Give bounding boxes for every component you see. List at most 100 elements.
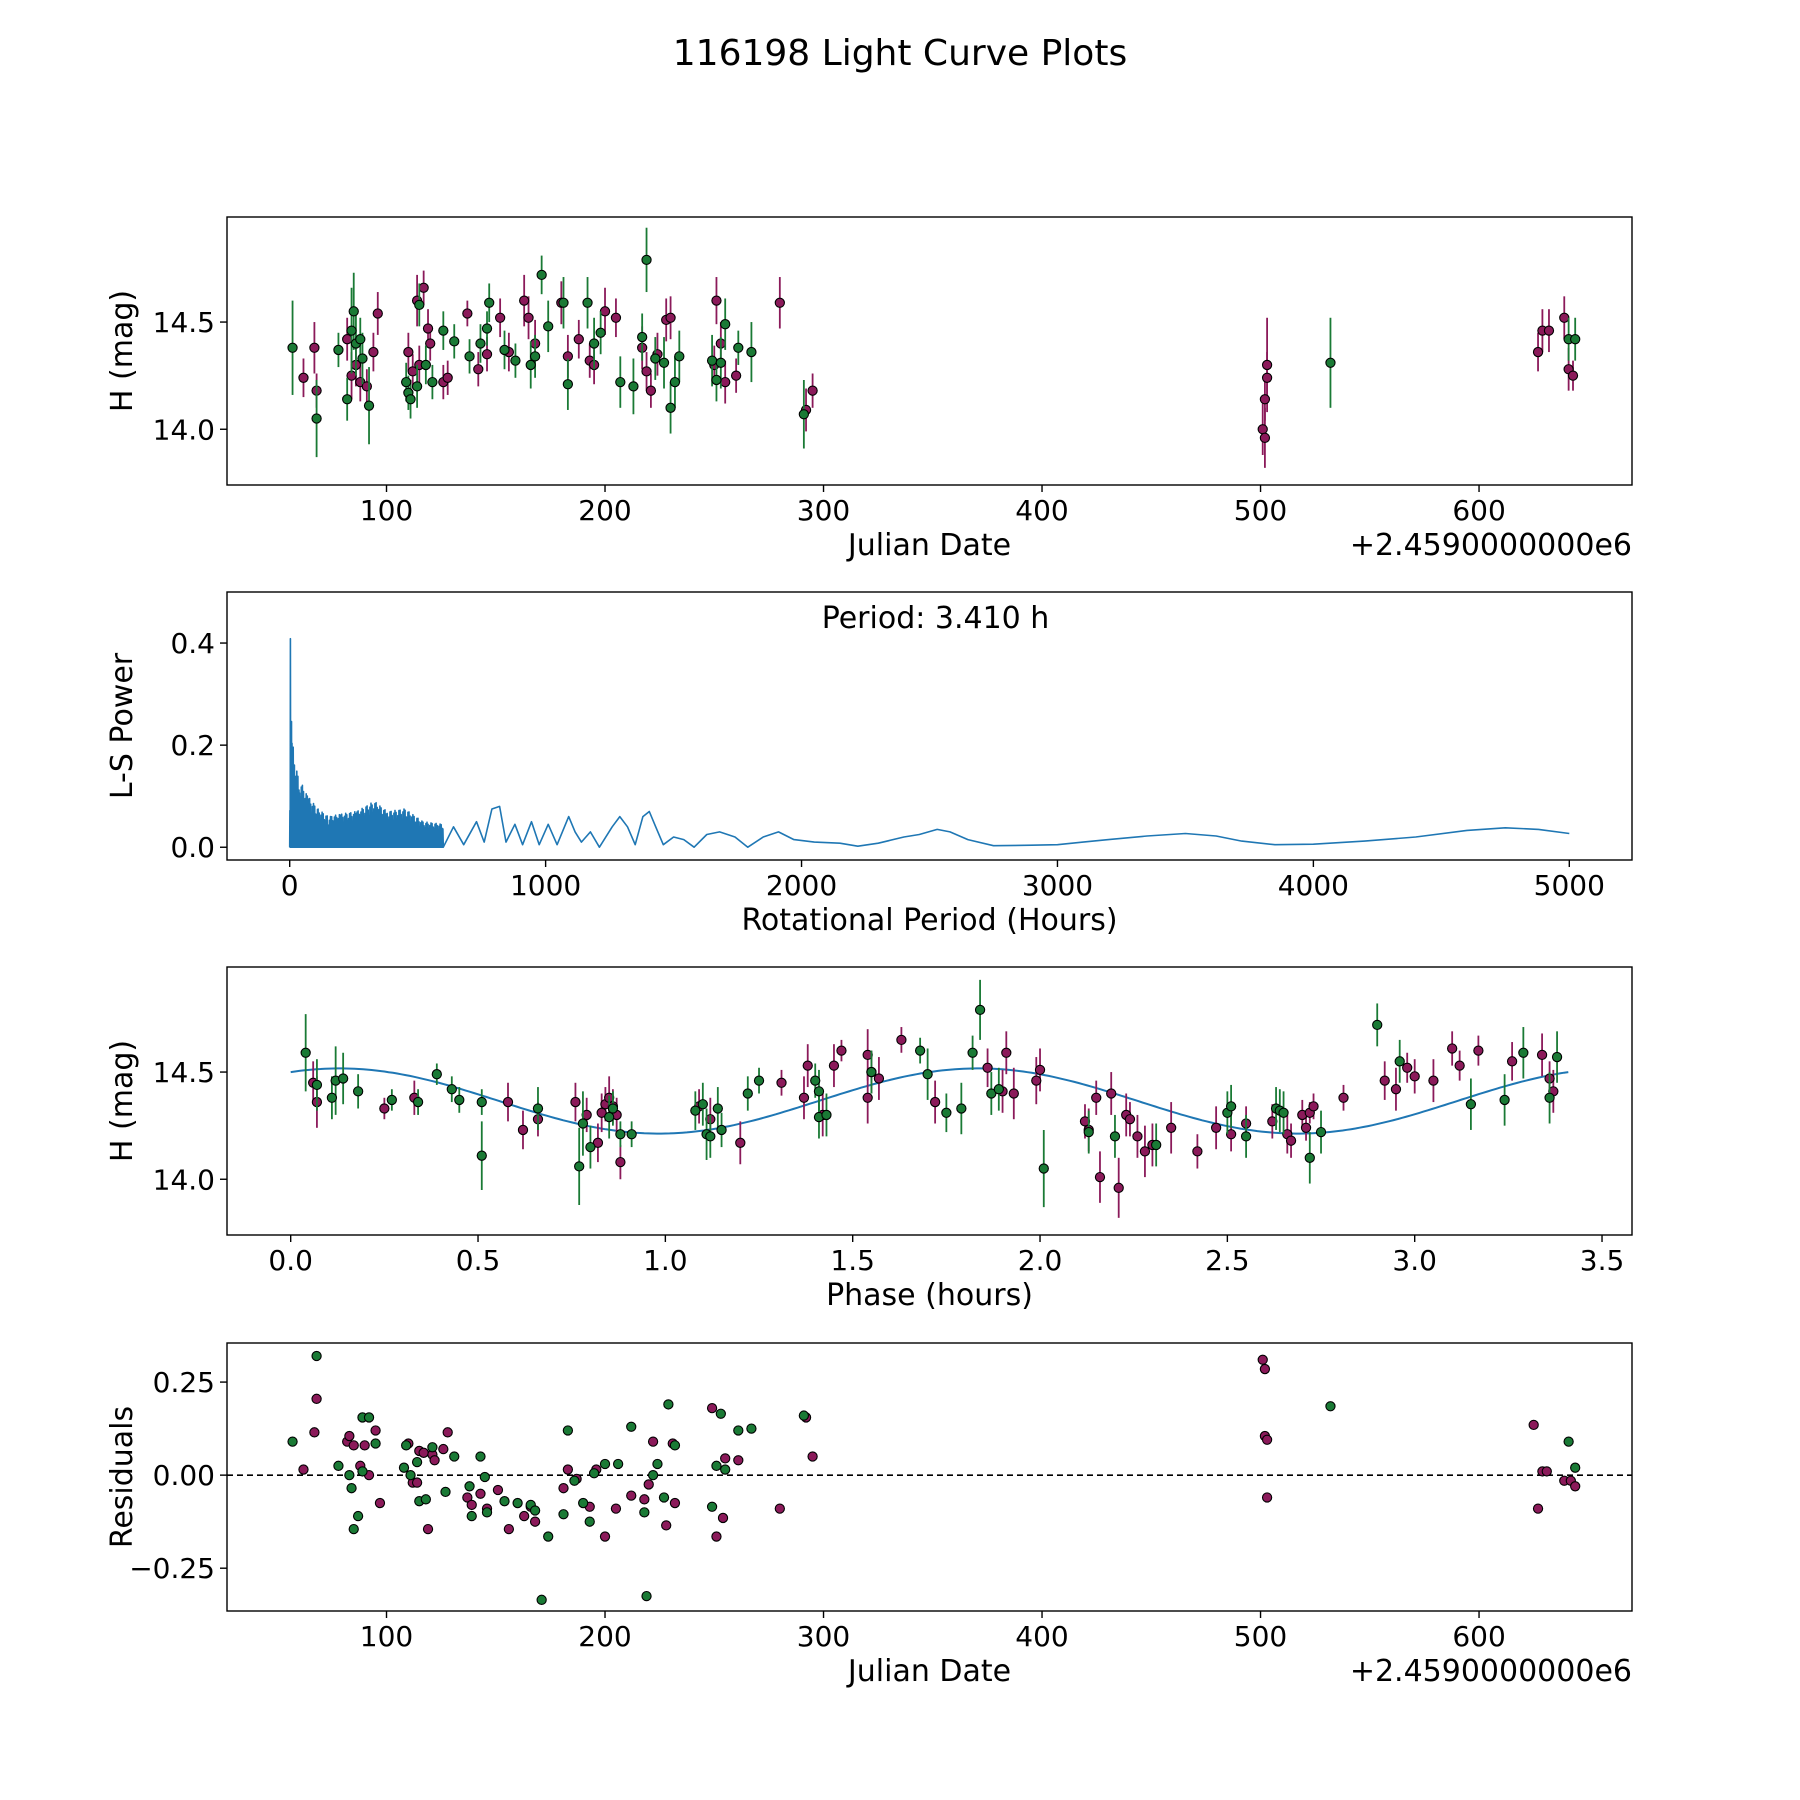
x-tick-label: 300 [797, 1620, 850, 1653]
x-tick-label: 5000 [1534, 869, 1605, 902]
green-data-point [1278, 1107, 1289, 1118]
green-data-point [449, 336, 460, 347]
green-data-point [300, 1047, 311, 1058]
purple-data-point [639, 1494, 650, 1505]
purple-data-point [669, 1497, 681, 1509]
purple-data-point [359, 1440, 370, 1451]
purple-data-point [873, 1073, 885, 1084]
purple-data-point [774, 297, 785, 308]
purple-data-point [1506, 1056, 1518, 1067]
purple-data-point [706, 1402, 718, 1414]
y-tick-label: −0.25 [129, 1552, 215, 1585]
purple-data-point [503, 1523, 515, 1535]
purple-data-point [298, 1464, 309, 1475]
x-tick-label: 2000 [766, 869, 837, 902]
purple-data-point [438, 1443, 449, 1455]
purple-data-point [374, 1497, 386, 1509]
green-data-point [1225, 1101, 1237, 1112]
purple-data-point [610, 312, 622, 323]
green-data-point [446, 1084, 457, 1095]
green-data-point [420, 1494, 431, 1505]
axis-offset-text: +2.4590000000e6 [1350, 528, 1632, 563]
green-data-point [357, 353, 368, 364]
purple-data-point [774, 1503, 785, 1514]
green-data-point [720, 319, 731, 330]
green-data-point [577, 1118, 589, 1129]
green-data-point [742, 1088, 753, 1099]
green-data-point [1325, 1401, 1336, 1412]
green-data-point [420, 359, 431, 371]
green-data-point [363, 400, 375, 411]
purple-data-point [1261, 1492, 1273, 1503]
axis-offset-text: +2.4590000000e6 [1350, 1654, 1632, 1689]
green-data-point [588, 1468, 600, 1479]
purple-data-point [1008, 1088, 1019, 1099]
purple-data-point [519, 1510, 530, 1522]
green-data-point [529, 1505, 541, 1516]
green-data-point [1551, 1051, 1563, 1063]
purple-data-point [647, 1436, 659, 1447]
green-data-point [352, 1086, 364, 1097]
purple-data-point [298, 372, 309, 383]
green-data-point [543, 321, 554, 332]
x-tick-label: 200 [578, 494, 631, 527]
purple-data-point [1473, 1045, 1484, 1056]
green-data-point [658, 357, 670, 368]
purple-data-point [1257, 424, 1268, 435]
green-data-point [810, 1075, 821, 1086]
green-data-point [588, 338, 600, 349]
green-data-point [720, 1464, 731, 1475]
green-series [287, 1350, 1581, 1605]
purple-data-point [807, 385, 818, 396]
purple-data-point [342, 334, 353, 345]
purple-data-point [570, 1096, 581, 1108]
green-data-point [584, 1516, 595, 1527]
green-data-point [669, 1440, 681, 1451]
purple-data-point [309, 342, 320, 353]
green-series [300, 979, 1563, 1208]
purple-data-point [309, 1427, 320, 1438]
x-tick-label: 600 [1452, 1620, 1505, 1653]
x-tick-label: 300 [797, 494, 850, 527]
green-data-point [363, 1412, 375, 1423]
purple-data-point [372, 308, 383, 319]
green-data-point [355, 334, 366, 345]
y-axis-label: H (mag) [105, 1040, 140, 1162]
green-data-point [746, 346, 757, 358]
green-data-point [922, 1069, 933, 1080]
purple-data-point [523, 312, 534, 323]
green-data-point [697, 1099, 708, 1110]
green-data-point [665, 402, 676, 413]
purple-series [308, 1027, 1559, 1218]
purple-data-point [462, 308, 473, 319]
green-data-point [311, 1350, 322, 1362]
purple-data-point [1261, 359, 1273, 371]
purple-data-point [599, 1531, 611, 1542]
y-tick-label: 14.0 [153, 413, 215, 446]
x-tick-label: 0 [281, 869, 299, 902]
green-data-point [386, 1094, 398, 1106]
purple-data-point [562, 1464, 574, 1475]
green-data-point [449, 1451, 460, 1462]
green-data-point [641, 1590, 652, 1602]
purple-data-point [1338, 1092, 1349, 1103]
green-data-point [715, 357, 726, 368]
green-data-point [711, 374, 722, 386]
green-data-point [401, 376, 412, 388]
purple-data-point [466, 1499, 477, 1511]
green-data-point [536, 269, 547, 281]
x-tick-label: 3.0 [1392, 1244, 1437, 1277]
green-data-point [615, 1129, 626, 1140]
purple-data-point [1257, 1354, 1268, 1365]
green-data-point [637, 331, 648, 343]
green-data-point [476, 1150, 487, 1161]
x-tick-label: 2.5 [1205, 1244, 1250, 1277]
purple-data-point [1300, 1122, 1312, 1133]
y-tick-label: 14.5 [153, 1056, 215, 1089]
green-data-point [1570, 334, 1581, 345]
green-data-point [475, 1451, 486, 1462]
phased-lightcurve-panel: 0.0 0.5 1.0 1.5 2.0 2.5 3.0 3.5 14.0 14.5 Phase (h… [105, 966, 1633, 1313]
x-tick-label: 100 [360, 494, 413, 527]
green-data-point [1304, 1152, 1315, 1163]
x-tick-label: 1000 [510, 869, 581, 902]
